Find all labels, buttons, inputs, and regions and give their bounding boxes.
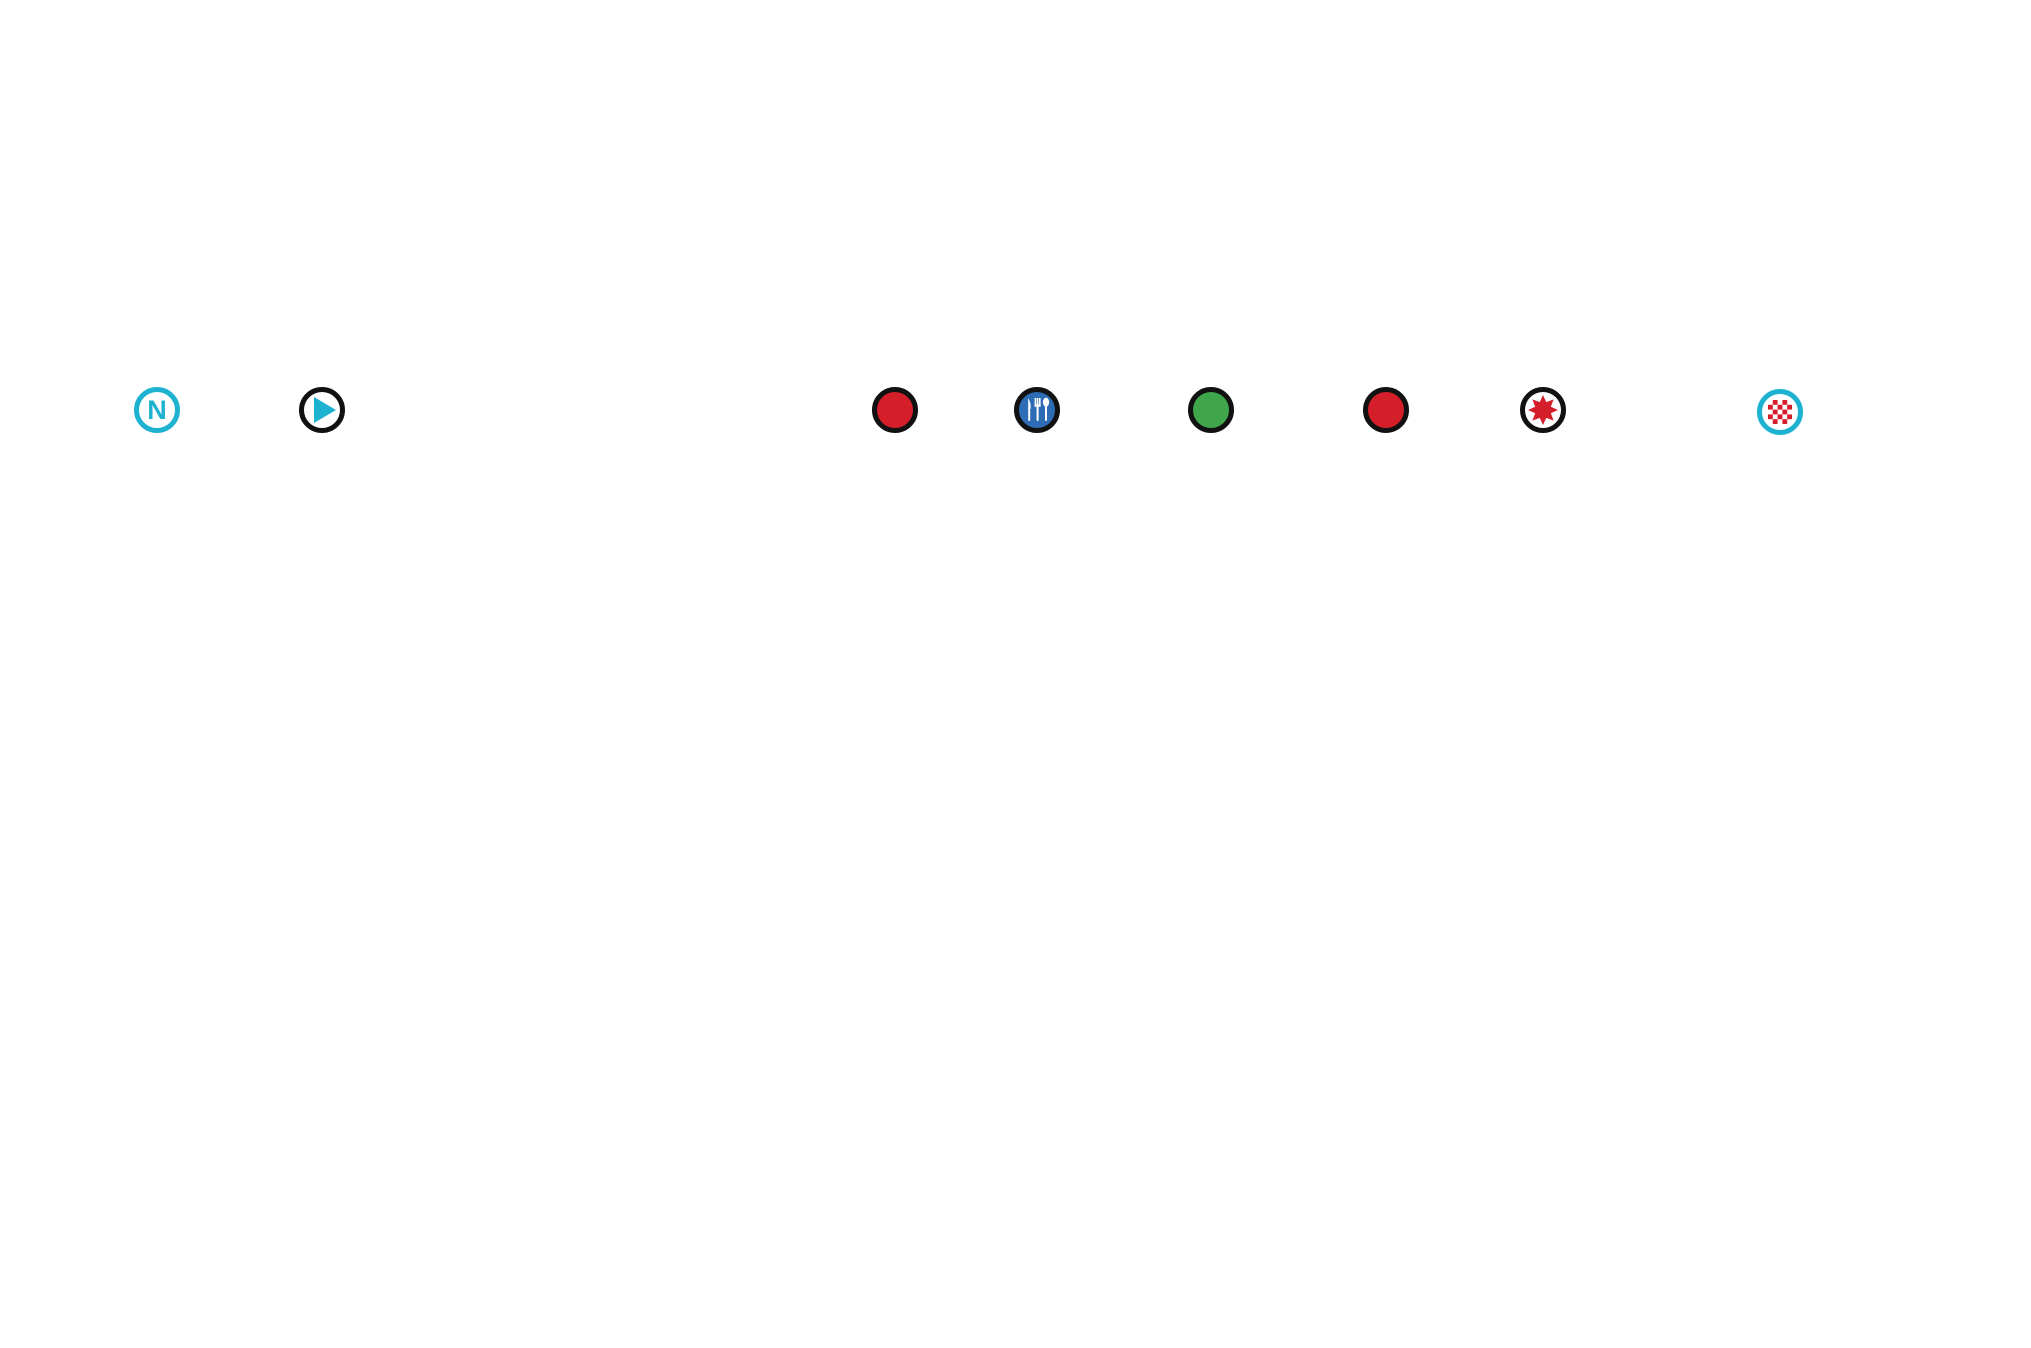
neutral-n-glyph: N bbox=[147, 394, 167, 425]
star-burst-icon bbox=[1528, 395, 1558, 425]
cutlery-icon bbox=[1028, 397, 1050, 421]
feed-zone-icon bbox=[1014, 387, 1060, 433]
play-triangle-icon bbox=[313, 397, 336, 423]
finish-checkered-icon bbox=[1757, 389, 1803, 435]
checkered-flag-pattern bbox=[1768, 400, 1792, 424]
sprint-icon bbox=[1188, 387, 1234, 433]
cat2-climb-icon bbox=[1363, 387, 1409, 433]
y-axis-unit-label bbox=[107, 812, 203, 1072]
cat3-climb-icon bbox=[872, 387, 918, 433]
neutral-zone-icon: N bbox=[134, 387, 180, 433]
start-play-icon bbox=[299, 387, 345, 433]
landmark-star-icon bbox=[1520, 387, 1566, 433]
